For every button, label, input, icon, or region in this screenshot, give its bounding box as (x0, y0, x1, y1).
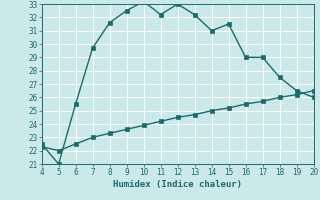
X-axis label: Humidex (Indice chaleur): Humidex (Indice chaleur) (113, 180, 242, 189)
